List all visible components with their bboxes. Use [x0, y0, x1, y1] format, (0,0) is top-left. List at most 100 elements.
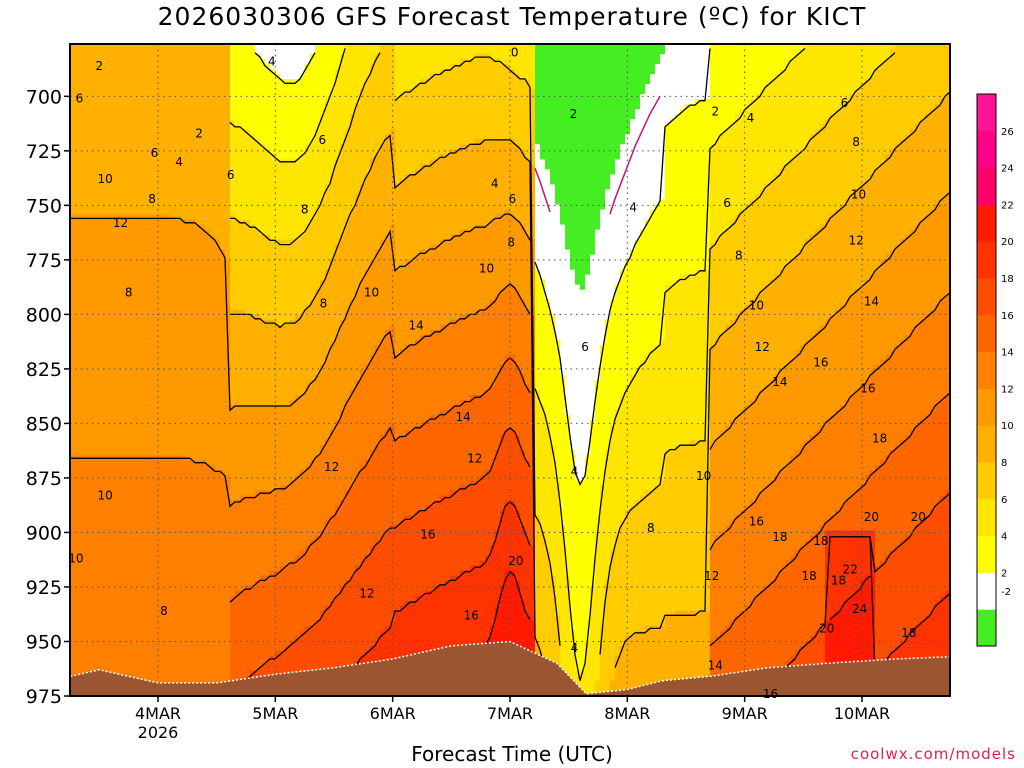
heatmap-cell — [90, 139, 96, 145]
heatmap-cell — [115, 84, 121, 90]
heatmap-cell — [200, 249, 206, 256]
heatmap-cell — [175, 364, 181, 371]
heatmap-cell — [220, 249, 226, 256]
heatmap-cell — [115, 505, 121, 512]
heatmap-cell — [175, 435, 181, 441]
heatmap-cell — [85, 515, 91, 522]
heatmap-cell — [195, 645, 201, 652]
heatmap-cell — [250, 645, 256, 652]
heatmap-cell — [85, 465, 91, 471]
heatmap-cell — [230, 535, 236, 542]
heatmap-cell — [110, 334, 116, 341]
heatmap-cell — [165, 500, 171, 507]
heatmap-cell — [140, 79, 146, 85]
heatmap-cell — [95, 425, 101, 431]
heatmap-cell — [175, 625, 181, 632]
heatmap-cell — [210, 314, 216, 321]
heatmap-cell — [170, 675, 176, 682]
heatmap-cell — [250, 289, 256, 296]
heatmap-cell — [195, 550, 201, 557]
heatmap-cell — [200, 299, 206, 306]
heatmap-cell — [160, 204, 166, 211]
heatmap-cell — [190, 660, 196, 667]
heatmap-cell — [105, 600, 111, 607]
heatmap-cell — [100, 550, 106, 557]
heatmap-cell — [85, 435, 91, 441]
heatmap-cell — [130, 364, 136, 371]
heatmap-cell — [105, 655, 111, 662]
heatmap-cell — [205, 410, 211, 416]
heatmap-cell — [115, 99, 121, 105]
heatmap-cell — [175, 74, 181, 80]
heatmap-cell — [220, 545, 226, 552]
heatmap-cell — [245, 530, 251, 537]
heatmap-cell — [75, 505, 81, 512]
heatmap-cell — [230, 440, 236, 446]
heatmap-cell — [115, 204, 121, 211]
heatmap-cell — [210, 99, 216, 105]
heatmap-cell — [180, 179, 186, 186]
heatmap-cell — [100, 370, 106, 376]
heatmap-cell — [90, 149, 96, 155]
heatmap-cell — [245, 400, 251, 406]
heatmap-cell — [120, 435, 126, 441]
heatmap-cell — [75, 585, 81, 592]
heatmap-cell — [255, 269, 261, 276]
heatmap-cell — [230, 169, 236, 175]
heatmap-cell — [185, 495, 191, 501]
heatmap-cell — [90, 49, 96, 55]
heatmap-cell — [255, 665, 261, 672]
heatmap-cell — [90, 364, 96, 371]
heatmap-cell — [235, 69, 241, 75]
heatmap-cell — [170, 154, 176, 160]
heatmap-cell — [240, 274, 246, 281]
heatmap-cell — [175, 234, 181, 241]
heatmap-cell — [190, 390, 196, 396]
heatmap-cell — [155, 89, 161, 95]
heatmap-cell — [85, 530, 91, 537]
heatmap-cell — [255, 194, 261, 201]
heatmap-cell — [105, 329, 111, 336]
heatmap-cell — [130, 149, 136, 155]
heatmap-cell — [170, 239, 176, 246]
heatmap-cell — [180, 425, 186, 431]
heatmap-cell — [115, 94, 121, 100]
heatmap-cell — [150, 189, 156, 196]
heatmap-cell — [255, 154, 261, 160]
heatmap-cell — [160, 99, 166, 105]
heatmap-cell — [230, 189, 236, 196]
heatmap-cell — [235, 214, 241, 221]
heatmap-cell — [150, 470, 156, 476]
heatmap-cell — [155, 159, 161, 165]
heatmap-cell — [125, 179, 131, 186]
heatmap-cell — [120, 615, 126, 622]
heatmap-cell — [200, 269, 206, 276]
heatmap-cell — [135, 309, 141, 316]
heatmap-cell — [160, 650, 166, 657]
heatmap-cell — [235, 505, 241, 512]
heatmap-cell — [225, 425, 231, 431]
heatmap-cell — [110, 495, 116, 501]
heatmap-cell — [120, 510, 126, 517]
heatmap-cell — [235, 615, 241, 622]
heatmap-cell — [100, 94, 106, 100]
heatmap-cell — [115, 490, 121, 496]
heatmap-cell — [85, 129, 91, 135]
heatmap-cell — [240, 405, 246, 411]
heatmap-cell — [95, 219, 101, 226]
heatmap-cell — [180, 470, 186, 476]
heatmap-cell — [100, 69, 106, 75]
heatmap-cell — [225, 239, 231, 246]
heatmap-cell — [160, 465, 166, 471]
heatmap-cell — [195, 635, 201, 642]
heatmap-cell — [180, 119, 186, 125]
heatmap-cell — [170, 605, 176, 612]
heatmap-cell — [230, 410, 236, 416]
heatmap-cell — [180, 450, 186, 456]
heatmap-cell — [140, 229, 146, 236]
heatmap-cell — [125, 144, 131, 150]
heatmap-cell — [175, 570, 181, 577]
heatmap-cell — [140, 264, 146, 271]
heatmap-cell — [220, 44, 226, 50]
heatmap-cell — [80, 555, 86, 562]
